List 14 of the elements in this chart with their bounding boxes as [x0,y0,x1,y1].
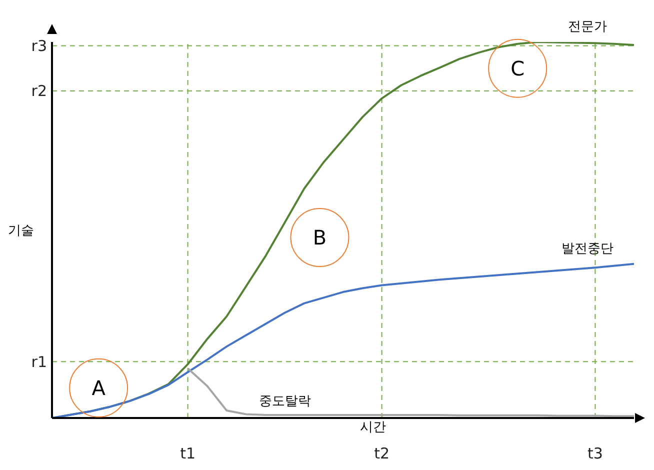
y-axis-title: 기술 [8,224,34,239]
series-label: 발전중단 [561,242,614,257]
series-label: 중도탈락 [258,394,311,409]
x-axis-title: 시간 [360,420,386,436]
annotation: A [92,376,106,400]
annotation: B [312,226,327,250]
ref-line-label: r3 [31,37,47,56]
series-label: 전문가 [568,20,607,35]
x-tick-label: t3 [587,444,603,463]
annotation: C [510,56,525,80]
ref-line-label: r1 [31,352,47,371]
ref-line-label: r2 [31,82,47,100]
x-tick-label: t1 [180,444,196,463]
x-tick-label: t2 [374,444,390,463]
